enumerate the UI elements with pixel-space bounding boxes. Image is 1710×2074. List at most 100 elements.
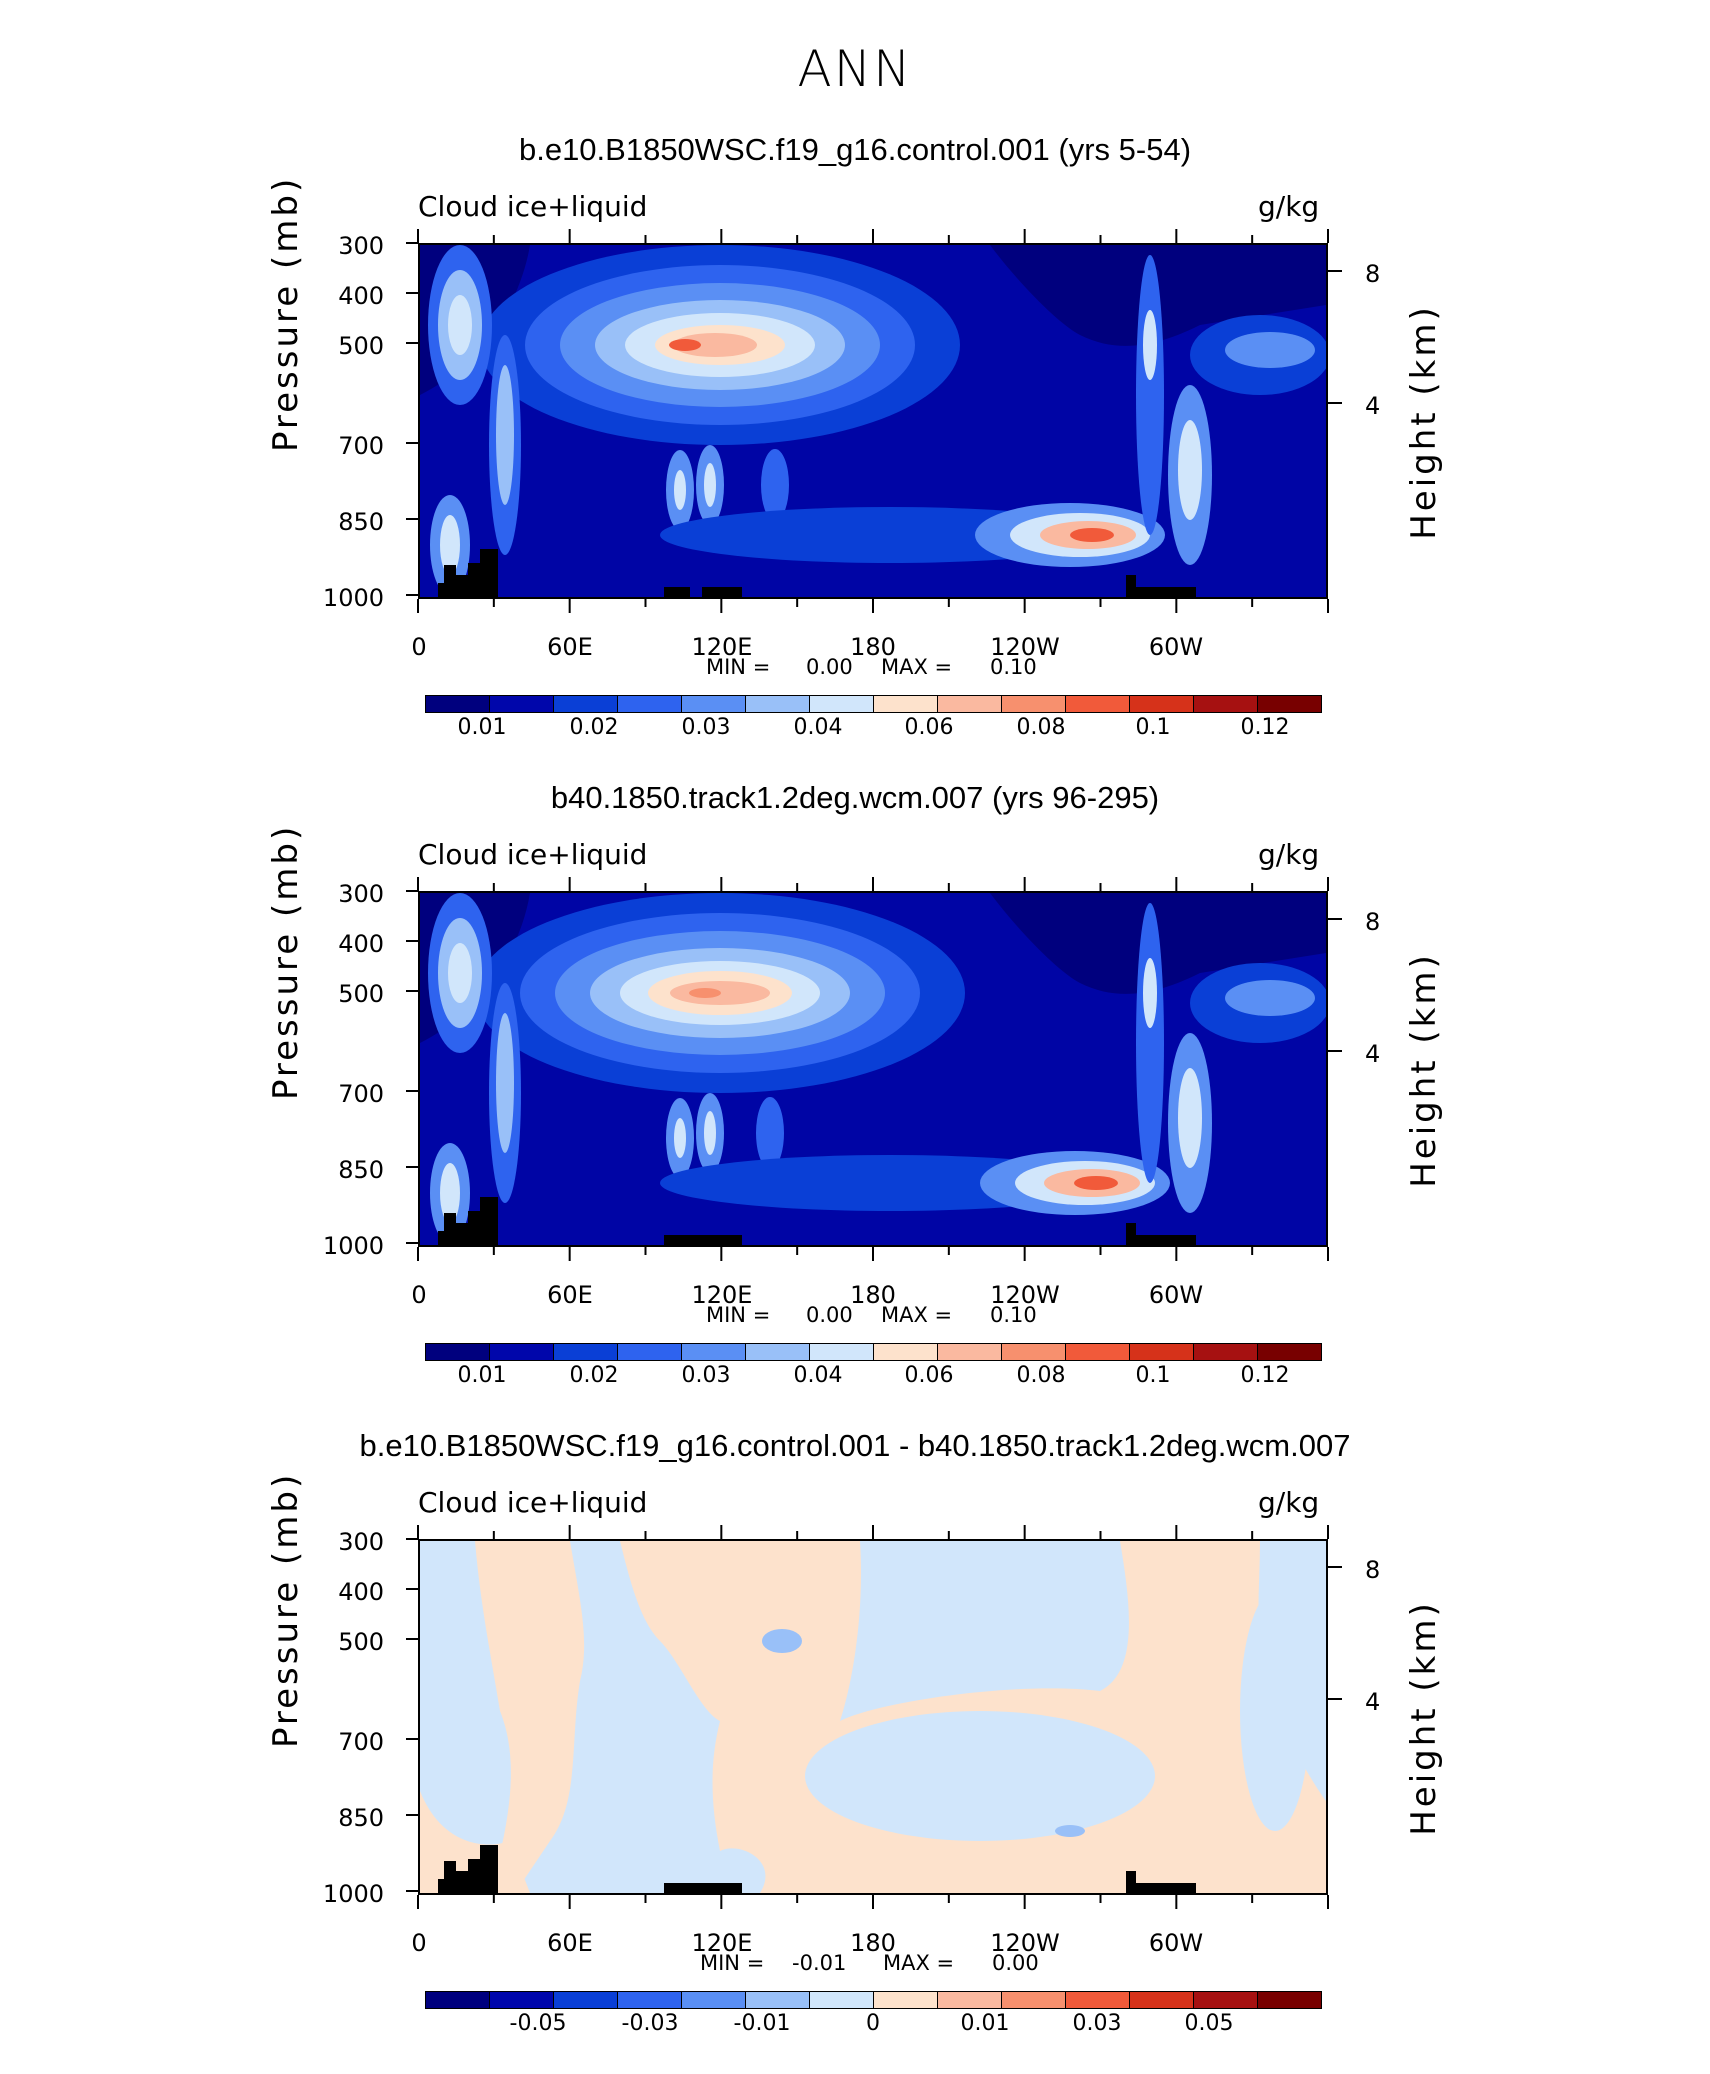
colorbar-swatch: [1130, 696, 1194, 712]
panel-2-xtick: 120W: [990, 1281, 1060, 1309]
panel-2-contour: [674, 1118, 686, 1158]
panel-1-xtick: 180: [850, 633, 896, 661]
panel-1-colorbar-label: 0.1: [1135, 715, 1171, 740]
panel-2-colorbar: [425, 1343, 1322, 1361]
panel-2-contour: [1143, 958, 1157, 1028]
panel-1-xtick: 60W: [1148, 633, 1204, 661]
colorbar-swatch: [746, 696, 810, 712]
panel-3-negative-region: [1055, 1825, 1085, 1837]
panel-2-colorbar-label: 0.12: [1240, 1363, 1290, 1388]
panel-3-title: b.e10.B1850WSC.f19_g16.control.001 - b40…: [359, 1428, 1351, 1463]
panel-1-contour: [674, 470, 686, 510]
colorbar-swatch: [554, 1992, 618, 2008]
colorbar-swatch: [1194, 1344, 1258, 1360]
panel-1-y-axis-label: Pressure (mb): [266, 175, 306, 452]
panel-2-colorbar-label: 0.1: [1135, 1363, 1171, 1388]
colorbar-swatch: [938, 696, 1002, 712]
panel-1-max-value: 0.10: [990, 655, 1037, 679]
panel-1-xtick: 120W: [990, 633, 1060, 661]
panel-2-rtick: 8: [1365, 908, 1381, 936]
panel-1-colorbar-label: 0.03: [681, 715, 731, 740]
panel-1-contour: [673, 333, 757, 357]
panel-1-rtick: 8: [1365, 260, 1381, 288]
panel-3-ytick: 700: [338, 1728, 384, 1756]
panel-1-ytick: 850: [338, 508, 384, 536]
colorbar-swatch: [618, 1344, 682, 1360]
panel-2-ytick: 400: [338, 930, 384, 958]
panel-1-colorbar-label: 0.04: [793, 715, 843, 740]
colorbar-swatch: [874, 1992, 938, 2008]
panel-1-plot: [418, 243, 1328, 599]
panel-3-min-label: MIN =: [700, 1951, 765, 1975]
panel-1-ytick: 400: [338, 282, 384, 310]
colorbar-swatch: [746, 1992, 810, 2008]
panel-3-units-label: g/kg: [1258, 1486, 1320, 1519]
panel-3-colorbar-label: -0.01: [733, 2011, 791, 2036]
panel-2-colorbar-label: 0.04: [793, 1363, 843, 1388]
panel-2-ytick: 300: [338, 880, 384, 908]
panel-1-contour: [448, 295, 472, 355]
colorbar-swatch: [1194, 696, 1258, 712]
colorbar-swatch: [554, 1344, 618, 1360]
panel-1-contour: [704, 463, 716, 507]
colorbar-swatch: [426, 1344, 490, 1360]
panel-2-contour: [496, 1013, 514, 1153]
colorbar-swatch: [682, 696, 746, 712]
panel-3-colorbar: [425, 1991, 1322, 2009]
panel-3-topography: [664, 1883, 742, 1893]
panel-2-contour: [1136, 903, 1164, 1183]
panel-2-contour: [440, 1163, 460, 1223]
panel-3-colorbar-label: 0.01: [960, 2011, 1010, 2036]
colorbar-swatch: [1066, 1992, 1130, 2008]
panel-3-colorbar-label: -0.05: [509, 2011, 567, 2036]
panel-1-xtick: 0: [411, 633, 427, 661]
panel-1-ytick: 1000: [322, 584, 384, 612]
colorbar-swatch: [810, 1992, 874, 2008]
panel-2-contour: [704, 1111, 716, 1155]
colorbar-swatch: [490, 1344, 554, 1360]
panel-2-max-label: MAX =: [881, 1303, 953, 1327]
panel-2-min-value: 0.00: [806, 1303, 853, 1327]
panel-2-title: b40.1850.track1.2deg.wcm.007 (yrs 96-295…: [550, 780, 1160, 815]
colorbar-swatch: [938, 1992, 1002, 2008]
panel-1-contour: [1070, 528, 1114, 542]
colorbar-swatch: [746, 1344, 810, 1360]
colorbar-swatch: [874, 1344, 938, 1360]
panel-1-colorbar-label: 0.06: [904, 715, 954, 740]
colorbar-swatch: [1002, 696, 1066, 712]
panel-3-ytick: 400: [338, 1578, 384, 1606]
panel-1-colorbar-label: 0.08: [1016, 715, 1066, 740]
panel-2-max-value: 0.10: [990, 1303, 1037, 1327]
colorbar-swatch: [682, 1344, 746, 1360]
colorbar-swatch: [1066, 696, 1130, 712]
panel-3-colorbar-label: 0.03: [1072, 2011, 1122, 2036]
panel-1-min-label: MIN =: [706, 655, 771, 679]
panel-3-y-axis-label: Pressure (mb): [266, 1471, 306, 1748]
panel-1-colorbar: [425, 695, 1322, 713]
panel-1-title: b.e10.B1850WSC.f19_g16.control.001 (yrs …: [518, 132, 1192, 167]
panel-3-xtick: 120W: [990, 1929, 1060, 1957]
panel-3-negative-region: [1240, 1591, 1310, 1831]
panel-2-colorbar-label: 0.03: [681, 1363, 731, 1388]
panel-3-colorbar-label: -0.03: [621, 2011, 679, 2036]
panel-1-contour: [496, 365, 514, 505]
colorbar-swatch: [1002, 1344, 1066, 1360]
panel-2-colorbar-label: 0.01: [457, 1363, 507, 1388]
panel-1-max-label: MAX =: [881, 655, 953, 679]
panel-2-plot: [418, 891, 1328, 1247]
panel-3-ytick: 1000: [322, 1880, 384, 1908]
colorbar-swatch: [490, 1992, 554, 2008]
panel-1-right-axis-label: Height (km): [1404, 304, 1444, 540]
colorbar-swatch: [1258, 696, 1321, 712]
panel-3-ytick: 500: [338, 1628, 384, 1656]
panel-3-topography: [1126, 1871, 1196, 1893]
panel-3-min-value: -0.01: [792, 1951, 847, 1975]
panel-1-colorbar-label: 0.01: [457, 715, 507, 740]
panel-1-xtick: 60E: [547, 633, 593, 661]
panel-1-colorbar-label: 0.02: [569, 715, 619, 740]
colorbar-swatch: [1130, 1344, 1194, 1360]
colorbar-swatch: [810, 696, 874, 712]
panel-2-ytick: 700: [338, 1080, 384, 1108]
colorbar-swatch: [682, 1992, 746, 2008]
panel-3-negative-region: [762, 1629, 802, 1653]
